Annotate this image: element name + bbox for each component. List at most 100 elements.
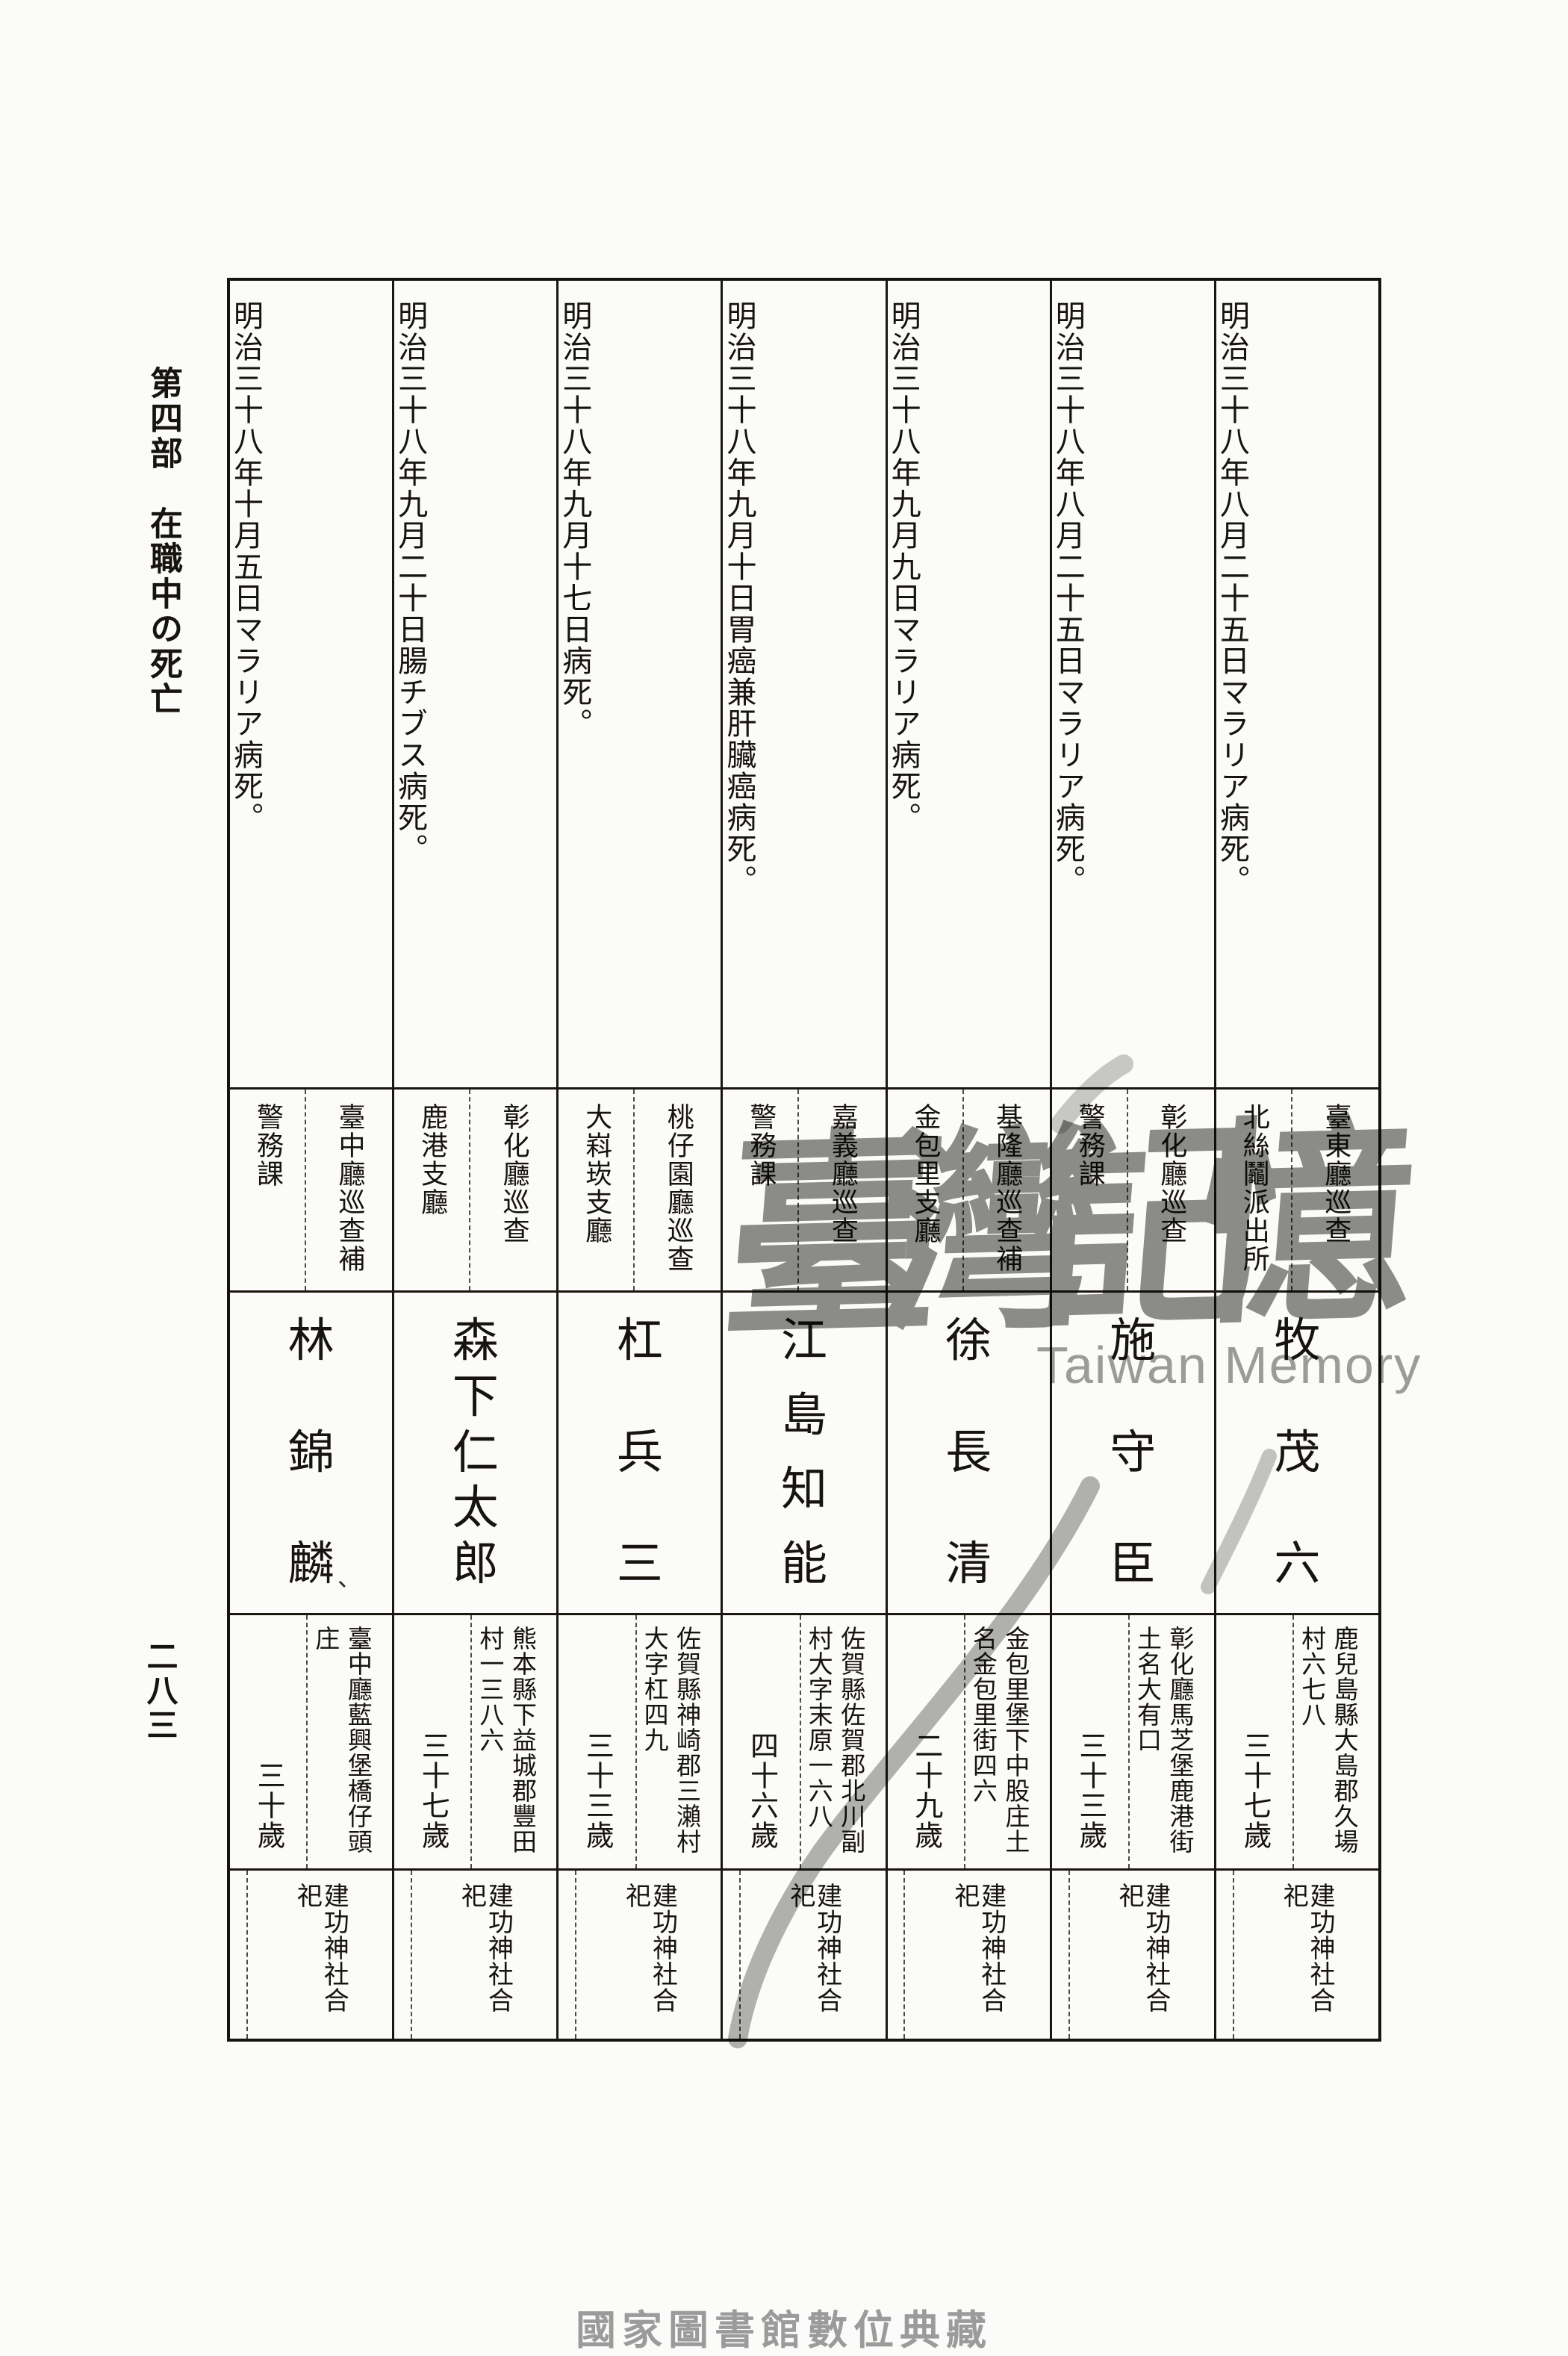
enshrinement-note: 建功神社合祀	[293, 1883, 348, 2013]
birthplace: 臺中廳藍興堡橋仔頭庄	[311, 1626, 371, 1854]
birthplace: 彰化廳馬芝堡鹿港街土名大有口	[1133, 1626, 1193, 1854]
age-subcell: 二十九歲	[888, 1615, 965, 1868]
person-name: 杠兵三	[559, 1290, 721, 1613]
birthplace-subcell: 臺中廳藍興堡橋仔頭庄	[308, 1615, 392, 1868]
position-title: 彰化廳巡查	[1157, 1103, 1187, 1245]
death-date: 明治三十八年十月五日マラリア病死。	[229, 300, 264, 833]
position-title: 臺東廳巡查	[1321, 1103, 1351, 1245]
station-subcell: 大嵙崁支廳	[559, 1090, 635, 1290]
position-cell: 大嵙崁支廳 桃仔園廳巡查	[559, 1087, 721, 1290]
station: 北絲鬮派出所	[1239, 1103, 1269, 1273]
age-subcell: 三十三歲	[1052, 1615, 1130, 1868]
death-date: 明治三十八年八月二十五日マラリア病死。	[1051, 300, 1085, 896]
position-subcell: 彰化廳巡查	[1128, 1090, 1214, 1290]
birthplace: 佐賀縣神崎郡三瀨村大字杠四九	[640, 1626, 700, 1854]
enshrinement-cell: 建功神社合祀	[230, 1868, 393, 2039]
station: 警務課	[1074, 1103, 1105, 1188]
death-date: 明治三十八年九月十日胃癌兼肝臟癌病死。	[722, 300, 756, 896]
age-subcell: 三十三歲	[559, 1615, 637, 1868]
age: 三十三歲	[1074, 1731, 1106, 1850]
origin-cell: 三十歲 臺中廳藍興堡橋仔頭庄	[230, 1613, 393, 1868]
note-subcell: 建功神社合祀	[412, 1871, 556, 2039]
gap-subcell	[723, 1871, 741, 2039]
station: 警務課	[746, 1103, 777, 1188]
enshrinement-note: 建功神社合祀	[951, 1883, 1005, 2013]
position-cell: 警務課 嘉義廳巡查	[723, 1087, 886, 1290]
origin-cell: 三十七歲 熊本縣下益城郡豐田村一三八六	[394, 1613, 557, 1868]
position-subcell: 基隆廳巡查補	[964, 1090, 1050, 1290]
gap-subcell	[394, 1871, 413, 2039]
age: 三十歲	[252, 1761, 284, 1850]
position-subcell: 嘉義廳巡查	[799, 1090, 885, 1290]
position-subcell: 彰化廳巡查	[470, 1090, 556, 1290]
person-name: 森下仁太郎	[394, 1290, 557, 1613]
position-cell: 警務課 彰化廳巡查	[1051, 1087, 1214, 1290]
age: 三十七歲	[1238, 1731, 1270, 1850]
enshrinement-cell: 建功神社合祀	[723, 1868, 886, 2039]
death-date-cell: 明治三十八年九月十日胃癌兼肝臟癌病死。	[722, 281, 885, 1087]
station: 大嵙崁支廳	[582, 1103, 612, 1245]
birthplace-subcell: 鹿兒島縣大島郡久場村六七八	[1294, 1615, 1378, 1868]
enshrinement-note: 建功神社合祀	[621, 1883, 676, 2013]
gap-subcell	[888, 1871, 906, 2039]
origin-cell: 三十七歲 鹿兒島縣大島郡久場村六七八	[1216, 1613, 1378, 1868]
note-subcell: 建功神社合祀	[741, 1871, 885, 2039]
gap-subcell	[1052, 1871, 1070, 2039]
enshrinement-cell: 建功神社合祀	[1216, 1868, 1378, 2039]
death-date-cell: 明治三十八年九月九日マラリア病死。	[887, 281, 1050, 1087]
position-title: 臺中廳巡查補	[335, 1103, 365, 1273]
death-date-cell: 明治三十八年十月五日マラリア病死。	[229, 281, 392, 1087]
position-title: 桃仔園廳巡查	[663, 1103, 694, 1273]
birthplace-subcell: 佐賀縣神崎郡三瀨村大字杠四九	[637, 1615, 721, 1868]
position-title: 基隆廳巡查補	[992, 1103, 1023, 1273]
station-subcell: 警務課	[1052, 1090, 1128, 1290]
note-subcell: 建功神社合祀	[248, 1871, 392, 2039]
record-column-1: 明治三十八年八月二十五日マラリア病死。 北絲鬮派出所 臺東廳巡查 牧茂六 三十七…	[1213, 281, 1378, 2039]
record-column-6: 明治三十八年九月二十日腸チブス病死。 鹿港支廳 彰化廳巡查 森下仁太郎 三十七歲…	[392, 281, 557, 2039]
death-date-cell: 明治三十八年九月十七日病死。	[558, 281, 721, 1087]
station-subcell: 警務課	[723, 1090, 800, 1290]
person-name: 牧茂六	[1216, 1290, 1378, 1613]
page-number: 二八三	[142, 1640, 176, 1743]
enshrinement-cell: 建功神社合祀	[394, 1868, 557, 2039]
death-date-cell: 明治三十八年九月二十日腸チブス病死。	[393, 281, 556, 1087]
age: 二十九歲	[909, 1731, 942, 1850]
note-subcell: 建功神社合祀	[1234, 1871, 1378, 2039]
note-subcell: 建功神社合祀	[576, 1871, 721, 2039]
death-registry-table: 明治三十八年八月二十五日マラリア病死。 北絲鬮派出所 臺東廳巡查 牧茂六 三十七…	[227, 278, 1381, 2042]
station: 警務課	[252, 1103, 283, 1188]
enshrinement-cell: 建功神社合祀	[1051, 1868, 1214, 2039]
death-date-cell: 明治三十八年八月二十五日マラリア病死。	[1216, 281, 1378, 1087]
station-subcell: 鹿港支廳	[394, 1090, 471, 1290]
birthplace-subcell: 熊本縣下益城郡豐田村一三八六	[472, 1615, 556, 1868]
station-subcell: 金包里支廳	[888, 1090, 964, 1290]
note-subcell: 建功神社合祀	[1070, 1871, 1214, 2039]
enshrinement-cell: 建功神社合祀	[559, 1868, 721, 2039]
station: 鹿港支廳	[417, 1103, 448, 1216]
gap-subcell	[230, 1871, 248, 2039]
position-subcell: 臺中廳巡查補	[306, 1090, 392, 1290]
position-cell: 警務課 臺中廳巡查補	[230, 1087, 393, 1290]
record-column-4: 明治三十八年九月十日胃癌兼肝臟癌病死。 警務課 嘉義廳巡查 江島知能 四十六歲 …	[721, 281, 886, 2039]
age-subcell: 三十歲	[230, 1615, 308, 1868]
age-subcell: 四十六歲	[723, 1615, 801, 1868]
origin-cell: 四十六歲 佐賀縣佐賀郡北川副村大字末原一六八	[723, 1613, 886, 1868]
birthplace-subcell: 彰化廳馬芝堡鹿港街土名大有口	[1130, 1615, 1214, 1868]
record-column-7: 明治三十八年十月五日マラリア病死。 警務課 臺中廳巡查補 林錦麟 三十歲 臺中廳…	[229, 281, 393, 2039]
record-column-5: 明治三十八年九月十七日病死。 大嵙崁支廳 桃仔園廳巡查 杠兵三 三十三歲 佐賀縣…	[556, 281, 721, 2039]
death-date: 明治三十八年九月十七日病死。	[558, 300, 592, 739]
birthplace: 熊本縣下益城郡豐田村一三八六	[475, 1626, 535, 1854]
enshrinement-note: 建功神社合祀	[1279, 1883, 1334, 2013]
enshrinement-note: 建功神社合祀	[785, 1883, 841, 2013]
position-subcell: 臺東廳巡查	[1292, 1090, 1378, 1290]
age-subcell: 三十七歲	[394, 1615, 473, 1868]
note-subcell: 建功神社合祀	[905, 1871, 1049, 2039]
enshrinement-note: 建功神社合祀	[457, 1883, 512, 2013]
birthplace: 佐賀縣佐賀郡北川副村大字末原一六八	[804, 1626, 864, 1854]
name-reading-mark: 、	[337, 1564, 362, 1591]
record-column-2: 明治三十八年八月二十五日マラリア病死。 警務課 彰化廳巡查 施守臣 三十三歲 彰…	[1049, 281, 1214, 2039]
enshrinement-note: 建功神社合祀	[1115, 1883, 1169, 2013]
position-cell: 鹿港支廳 彰化廳巡查	[394, 1087, 557, 1290]
origin-cell: 二十九歲 金包里堡下中股庄土名金包里街四六	[887, 1613, 1050, 1868]
footer-caption: 國家圖書館數位典藏	[576, 2308, 992, 2353]
